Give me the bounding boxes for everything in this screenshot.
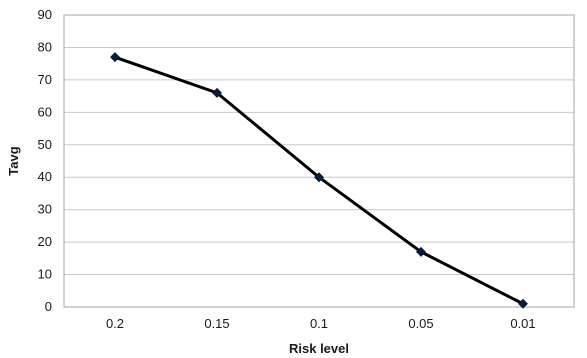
y-tick-label: 30 (38, 202, 52, 217)
y-tick-label: 60 (38, 104, 52, 119)
y-tick-label: 90 (38, 7, 52, 22)
y-axis-tick-labels: 0 10 20 30 40 50 60 70 80 90 (38, 7, 52, 314)
x-tick-label: 0.05 (408, 316, 433, 331)
data-point-marker (314, 172, 324, 183)
data-point-marker (212, 87, 222, 98)
gridlines (63, 14, 575, 308)
x-tick-label: 0.2 (106, 316, 124, 331)
data-point-marker (416, 246, 426, 257)
data-point-marker (518, 298, 528, 309)
y-tick-label: 0 (45, 299, 52, 314)
y-axis-title: Tavg (6, 146, 21, 175)
x-tick-label: 0.15 (204, 316, 229, 331)
x-tick-label: 0.1 (310, 316, 328, 331)
data-point-marker (110, 52, 120, 63)
x-tick-label: 0.01 (510, 316, 535, 331)
y-tick-label: 80 (38, 39, 52, 54)
y-tick-label: 20 (38, 234, 52, 249)
y-tick-label: 70 (38, 72, 52, 87)
data-series (110, 52, 528, 309)
y-tick-label: 50 (38, 137, 52, 152)
y-tick-label: 40 (38, 169, 52, 184)
x-axis-title: Risk level (289, 341, 349, 356)
x-axis-tick-labels: 0.2 0.15 0.1 0.05 0.01 (106, 316, 536, 331)
y-tick-label: 10 (38, 267, 52, 282)
plot-frame (63, 14, 575, 308)
